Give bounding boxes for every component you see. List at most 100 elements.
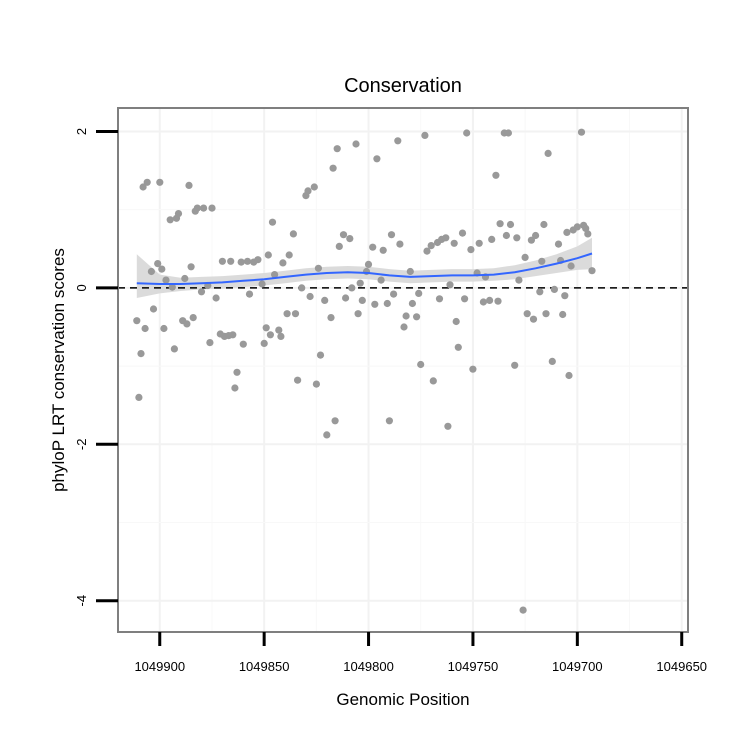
data-point xyxy=(279,259,287,267)
data-point xyxy=(450,239,458,247)
data-point xyxy=(415,289,423,297)
data-point xyxy=(390,290,398,298)
data-point xyxy=(521,253,529,261)
data-point xyxy=(584,230,592,238)
data-point xyxy=(538,257,546,265)
data-point xyxy=(133,317,141,325)
data-point xyxy=(304,187,312,195)
data-point xyxy=(479,298,487,306)
data-point xyxy=(364,260,373,268)
data-point xyxy=(200,204,208,212)
data-point xyxy=(329,164,337,172)
data-point xyxy=(187,263,195,271)
data-point xyxy=(496,220,504,228)
y-tick-label: 0 xyxy=(74,284,89,291)
data-point xyxy=(423,247,431,255)
data-point xyxy=(154,260,162,268)
data-point xyxy=(262,324,270,332)
data-point xyxy=(469,365,477,373)
data-point xyxy=(339,231,348,239)
data-point xyxy=(442,234,450,242)
data-point xyxy=(185,181,193,189)
data-point xyxy=(544,149,552,157)
data-point xyxy=(413,313,421,321)
data-point xyxy=(275,326,283,334)
data-point xyxy=(396,240,404,248)
data-point xyxy=(461,295,469,303)
data-point xyxy=(141,324,149,333)
data-point xyxy=(502,231,510,240)
x-axis: 1049900 1049850 1049800 1049750 1049700 10496… xyxy=(134,632,707,674)
y-axis-label: phyloP LRT conservation scores xyxy=(49,248,68,492)
data-point xyxy=(310,183,318,191)
data-point xyxy=(540,220,548,229)
data-point xyxy=(212,294,220,302)
data-point xyxy=(260,339,268,347)
data-point xyxy=(582,224,590,232)
data-point xyxy=(166,216,174,224)
y-tick-label: 2 xyxy=(74,128,89,135)
data-point xyxy=(312,380,320,388)
data-point xyxy=(504,129,512,137)
data-point xyxy=(542,310,550,318)
data-point xyxy=(417,360,425,369)
y-tick-label: -2 xyxy=(74,439,89,451)
data-point xyxy=(348,284,356,292)
data-point xyxy=(463,129,471,137)
data-point xyxy=(147,267,155,276)
plot-area xyxy=(118,108,688,632)
data-point xyxy=(527,236,536,244)
data-point xyxy=(452,317,460,326)
smooth-trend-line xyxy=(136,252,593,285)
data-point xyxy=(429,377,437,385)
data-point xyxy=(189,314,197,322)
data-point xyxy=(435,295,444,303)
data-point xyxy=(408,299,416,308)
data-point xyxy=(354,310,362,318)
data-point xyxy=(229,331,237,339)
data-point xyxy=(135,393,143,401)
data-point xyxy=(394,137,402,145)
data-point xyxy=(511,361,519,369)
data-point xyxy=(565,371,573,380)
data-point xyxy=(532,231,540,240)
data-point xyxy=(548,357,556,365)
trend-line xyxy=(136,252,593,285)
x-tick-label: 1049650 xyxy=(656,659,707,674)
data-point xyxy=(519,606,527,614)
data-point xyxy=(158,265,166,273)
data-point xyxy=(333,145,341,153)
data-point xyxy=(162,276,170,284)
data-point xyxy=(143,178,151,186)
data-point xyxy=(559,310,567,319)
data-point xyxy=(358,296,366,304)
data-point xyxy=(233,368,241,376)
data-point xyxy=(356,279,364,287)
data-point xyxy=(237,258,245,266)
data-point xyxy=(283,310,291,318)
data-point xyxy=(181,274,189,283)
data-point xyxy=(183,320,191,328)
data-point xyxy=(352,140,360,148)
data-points xyxy=(133,128,596,614)
data-point xyxy=(379,246,387,254)
data-point xyxy=(206,339,214,347)
panel-border xyxy=(117,107,689,633)
grid-lines xyxy=(118,108,688,632)
data-point xyxy=(239,340,247,348)
data-point xyxy=(266,331,274,339)
data-point xyxy=(258,280,266,288)
data-point xyxy=(506,220,515,229)
data-point xyxy=(467,246,475,254)
data-point xyxy=(197,288,206,296)
data-point xyxy=(208,204,216,212)
data-point xyxy=(444,422,452,430)
data-point xyxy=(421,131,429,139)
data-point xyxy=(377,276,385,284)
data-point xyxy=(254,256,262,264)
data-point xyxy=(454,343,462,351)
confidence-band xyxy=(136,237,593,298)
data-point xyxy=(298,284,306,292)
data-point xyxy=(515,276,523,284)
